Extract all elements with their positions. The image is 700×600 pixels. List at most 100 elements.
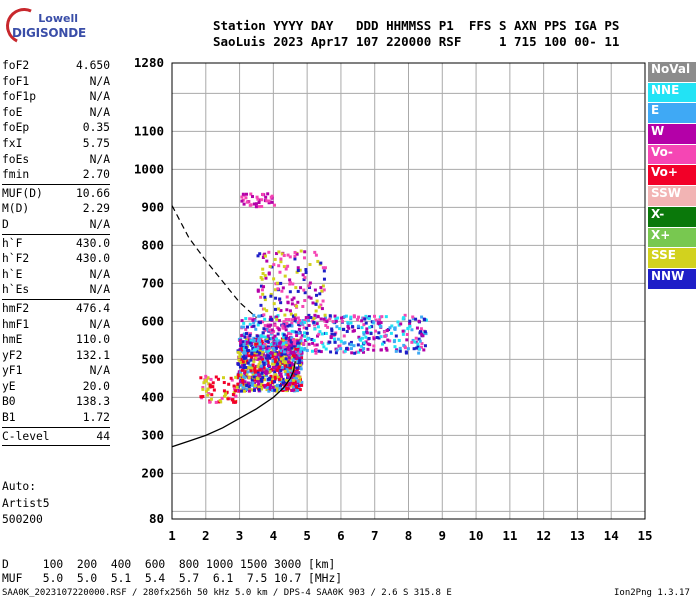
echo-point: [350, 347, 354, 351]
echo-point: [380, 315, 384, 319]
echo-point: [265, 347, 269, 351]
echo-point: [386, 338, 390, 342]
echo-point: [257, 314, 261, 318]
legend-item-noval: NoVal: [648, 62, 696, 83]
echo-point: [279, 355, 283, 359]
echo-point: [257, 357, 261, 361]
echo-point: [286, 370, 290, 374]
echo-point: [262, 361, 266, 365]
echo-point: [275, 389, 279, 393]
param-name: D: [2, 217, 9, 231]
echo-point: [314, 309, 318, 313]
echo-point: [395, 348, 399, 352]
echo-point: [249, 332, 253, 336]
echo-point: [290, 355, 294, 359]
echo-point: [293, 317, 297, 321]
param-value: N/A: [89, 105, 110, 119]
echo-point: [367, 337, 371, 341]
echo-point: [285, 383, 289, 387]
echo-point: [245, 359, 249, 363]
echo-point: [280, 365, 284, 369]
echo-point: [279, 384, 283, 388]
echo-point: [263, 378, 267, 382]
echo-point: [305, 348, 309, 352]
echo-point: [377, 331, 381, 335]
echo-point: [266, 383, 270, 387]
echo-point: [376, 321, 380, 325]
echo-point: [314, 302, 318, 306]
echo-point: [339, 316, 343, 320]
echo-point: [273, 288, 277, 292]
echo-point: [224, 392, 228, 396]
echo-point: [267, 324, 271, 328]
echo-point: [284, 361, 288, 365]
echo-point: [261, 335, 265, 339]
echo-point: [292, 344, 296, 348]
echo-point: [283, 369, 287, 373]
echo-point: [360, 336, 364, 340]
echo-point: [277, 357, 281, 361]
echo-point: [266, 334, 270, 338]
echo-point: [349, 340, 353, 344]
echo-point: [250, 341, 254, 345]
echo-point: [262, 327, 266, 331]
echo-point: [285, 378, 289, 382]
echo-point: [265, 386, 269, 390]
echo-point: [255, 347, 259, 351]
echo-point: [270, 200, 274, 204]
echo-point: [268, 376, 272, 380]
echo-point: [251, 346, 255, 350]
echo-point: [317, 332, 321, 336]
echo-point: [274, 355, 278, 359]
x-tick-label: 15: [637, 528, 652, 543]
echo-point: [236, 349, 240, 353]
y-tick-label: 300: [141, 427, 164, 442]
echo-point: [257, 337, 261, 341]
echo-point: [282, 342, 286, 346]
echo-point: [313, 327, 317, 331]
x-tick-label: 14: [604, 528, 619, 543]
echo-point: [277, 339, 281, 343]
echo-point: [360, 326, 364, 330]
echo-point: [398, 346, 402, 350]
echo-point: [385, 348, 389, 352]
echo-point: [252, 321, 256, 325]
param-name: h`Es: [2, 283, 30, 297]
echo-point: [255, 195, 259, 199]
echo-point: [311, 301, 315, 305]
echo-point: [388, 326, 392, 330]
echo-point: [293, 380, 297, 384]
echo-point: [289, 373, 293, 377]
echo-point: [257, 363, 261, 367]
echo-point: [232, 391, 236, 395]
param-name: h`F: [2, 236, 23, 250]
echo-point: [263, 295, 267, 299]
echo-point: [266, 361, 270, 365]
echo-point: [250, 378, 254, 382]
echo-point: [293, 340, 297, 344]
echo-point: [290, 336, 294, 340]
echo-point: [269, 353, 273, 357]
echo-point: [272, 348, 276, 352]
echo-point: [390, 324, 394, 328]
echo-point: [315, 293, 319, 297]
echo-point: [284, 340, 288, 344]
echo-point: [412, 347, 416, 351]
echo-point: [423, 330, 427, 334]
param-row: fmin 2.70: [2, 167, 110, 183]
echo-point: [351, 325, 355, 329]
echo-point: [271, 359, 275, 363]
echo-point: [232, 400, 236, 404]
echo-point: [362, 323, 366, 327]
echo-point: [287, 356, 291, 360]
echo-point: [266, 364, 270, 368]
x-tick-label: 3: [236, 528, 244, 543]
echo-point: [244, 192, 248, 196]
echo-point: [246, 361, 250, 365]
echo-point: [292, 370, 296, 374]
echo-point: [245, 200, 249, 204]
echo-point: [278, 341, 282, 345]
param-value: 430.0: [75, 252, 110, 266]
echo-point: [297, 344, 301, 348]
echo-point: [281, 357, 285, 361]
